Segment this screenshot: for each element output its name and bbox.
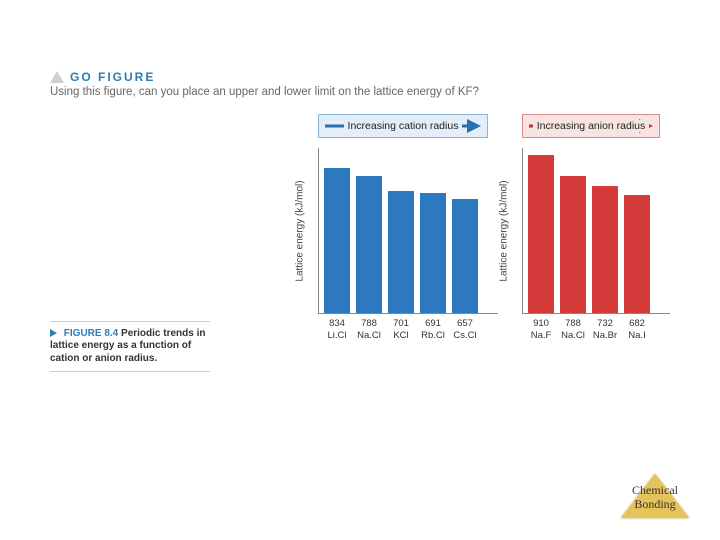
x-labels: 834Li.Cl788Na.Cl701KCl691Rb.Cl657Cs.Cl [318,314,498,341]
plot-area: Lattice energy (kJ/mol) [318,148,498,314]
chart-anion: Increasing anion radius Lattice energy (k… [522,114,670,341]
bar-value: 691 [420,318,446,329]
chapter-badge: Chemical Bonding [620,484,690,512]
chart-cation: Increasing cation radius Lattice energy (… [318,114,498,341]
y-axis-line [522,148,523,313]
bar-value: 788 [560,318,586,329]
go-figure-label: GO FIGURE [70,70,155,84]
x-label-column: 701KCl [388,314,414,341]
x-label-column: 910Na.F [528,314,554,341]
arrow-head-icon [467,119,481,133]
bar [560,176,586,313]
bar-value: 732 [592,318,618,329]
bar [592,186,618,313]
x-label-column: 657Cs.Cl [452,314,478,341]
bar-value: 788 [356,318,382,329]
bar-category: Na.Cl [560,330,586,341]
bar-category: Na.Br [592,330,618,341]
charts-row: Increasing cation radius Lattice energy (… [50,114,670,341]
x-labels: 910Na.F788Na.Cl732Na.Br682Na.I [522,314,670,341]
bar-value: 834 [324,318,350,329]
plot-area: Lattice energy (kJ/mol) [522,148,670,314]
bar [528,155,554,313]
bar-value: 657 [452,318,478,329]
bar [452,199,478,313]
bar-category: Na.I [624,330,650,341]
caption-arrow-icon [50,329,57,337]
bar-value: 682 [624,318,650,329]
y-axis-label: Lattice energy (kJ/mol) [499,180,510,281]
bar [624,195,650,313]
figure-caption: FIGURE 8.4 Periodic trends in lattice en… [50,321,210,373]
bar [420,193,446,313]
bar-value: 910 [528,318,554,329]
bar-category: Na.F [528,330,554,341]
bar-category: Cs.Cl [452,330,478,341]
x-label-column: 788Na.Cl [560,314,586,341]
x-label-column: 682Na.I [624,314,650,341]
figure-label: FIGURE 8.4 [64,328,118,339]
bar [388,191,414,313]
y-axis-label: Lattice energy (kJ/mol) [295,180,306,281]
triangle-icon [50,71,64,83]
x-label-column: 691Rb.Cl [420,314,446,341]
go-figure-header: GO FIGURE [50,70,670,84]
x-label-column: 732Na.Br [592,314,618,341]
badge-line2: Bonding [620,498,690,512]
figure-question: Using this figure, can you place an uppe… [50,86,670,98]
bar [324,168,350,313]
arrow-banner: Increasing cation radius [318,114,488,138]
bar-category: Rb.Cl [420,330,446,341]
badge-line1: Chemical [620,484,690,498]
y-axis-line [318,148,319,313]
bar-category: KCl [388,330,414,341]
arrow-banner-label: Increasing cation radius [344,120,463,132]
arrow-banner: Increasing anion radius [522,114,660,138]
x-label-column: 834Li.Cl [324,314,350,341]
x-label-column: 788Na.Cl [356,314,382,341]
arrow-banner-label: Increasing anion radius [533,120,650,132]
bar-category: Na.Cl [356,330,382,341]
bar-category: Li.Cl [324,330,350,341]
bar [356,176,382,313]
bar-value: 701 [388,318,414,329]
